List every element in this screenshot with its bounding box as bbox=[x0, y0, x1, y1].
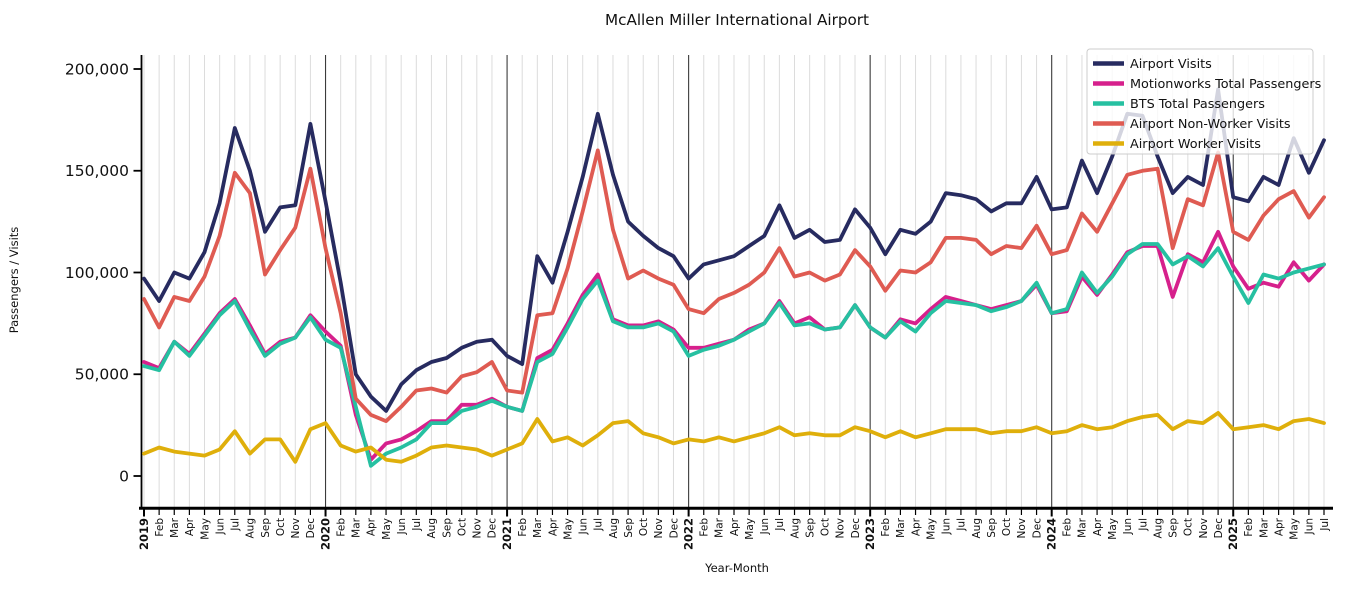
legend-label-airport-visits: Airport Visits bbox=[1130, 57, 1212, 72]
legend-label-bts-total-passengers: BTS Total Passengers bbox=[1130, 97, 1265, 112]
x-tick-label: Mar bbox=[169, 517, 181, 537]
x-tick-label: Jun bbox=[941, 518, 953, 535]
x-tick-label: Mar bbox=[714, 517, 726, 537]
x-tick-label: Aug bbox=[789, 518, 801, 539]
y-tick-label: 50,000 bbox=[75, 366, 129, 384]
x-tick-label: Dec bbox=[1213, 518, 1225, 539]
series-line-airport-non-worker-visits bbox=[142, 148, 1326, 424]
x-tick-label: Feb bbox=[699, 518, 711, 537]
x-tick-label: Oct bbox=[275, 518, 287, 536]
x-tick-label: Jun bbox=[1122, 518, 1134, 535]
y-tick-label: 200,000 bbox=[65, 60, 129, 78]
legend-label-motionworks-total-passengers: Motionworks Total Passengers bbox=[1130, 77, 1322, 92]
x-tick-label: Jun bbox=[759, 518, 771, 535]
x-tick-label: Mar bbox=[1077, 517, 1089, 537]
x-tick-label: Nov bbox=[1198, 518, 1210, 539]
x-tick-label: Feb bbox=[880, 518, 892, 537]
x-tick-label: 2019 bbox=[137, 518, 151, 550]
x-tick-label: May bbox=[562, 518, 574, 540]
x-tick-label: Dec bbox=[1031, 518, 1043, 539]
x-tick-label: May bbox=[1107, 518, 1119, 540]
x-tick-label: 2024 bbox=[1044, 518, 1058, 550]
y-tick-label: 0 bbox=[119, 467, 129, 485]
x-tick-label: May bbox=[925, 518, 937, 540]
x-tick-label: 2025 bbox=[1226, 518, 1240, 550]
x-tick-label: May bbox=[381, 518, 393, 540]
x-tick-label: Nov bbox=[472, 518, 484, 539]
x-tick-label: Apr bbox=[366, 517, 378, 536]
x-tick-label: Sep bbox=[441, 518, 453, 538]
x-tick-label: Jul bbox=[1137, 518, 1149, 532]
x-tick-label: 2020 bbox=[318, 518, 332, 550]
x-tick-label: Nov bbox=[1016, 518, 1028, 539]
x-tick-label: Jul bbox=[230, 518, 242, 532]
x-tick-label: May bbox=[744, 518, 756, 540]
x-axis-title: Year-Month bbox=[705, 561, 769, 575]
x-tick-label: Dec bbox=[487, 518, 499, 539]
x-tick-label: Nov bbox=[835, 518, 847, 539]
x-tick-label: Aug bbox=[426, 518, 438, 539]
x-tick-label: Apr bbox=[547, 517, 559, 536]
x-tick-label: Feb bbox=[1243, 518, 1255, 537]
x-tick-label: Apr bbox=[1273, 517, 1285, 536]
x-tick-label: Apr bbox=[1092, 517, 1104, 536]
x-tick-label: Aug bbox=[608, 518, 620, 539]
x-tick-label: Apr bbox=[184, 517, 196, 536]
x-tick-label: Jul bbox=[956, 518, 968, 532]
x-tick-label: Feb bbox=[154, 518, 166, 537]
x-tick-label: May bbox=[199, 518, 211, 540]
chart-title: McAllen Miller International Airport bbox=[604, 11, 869, 29]
x-tick-label: Sep bbox=[986, 518, 998, 538]
x-tick-label: Nov bbox=[653, 518, 665, 539]
x-tick-label: Jul bbox=[1319, 518, 1331, 532]
x-tick-label: Jul bbox=[593, 518, 605, 532]
series-line-airport-worker-visits bbox=[142, 410, 1326, 464]
x-tick-label: Aug bbox=[245, 518, 257, 539]
x-tick-label: Jun bbox=[578, 518, 590, 535]
x-tick-label: Sep bbox=[804, 518, 816, 538]
x-tick-label: Sep bbox=[1168, 518, 1180, 538]
x-tick-label: Jun bbox=[1304, 518, 1316, 535]
x-tick-label: Apr bbox=[910, 517, 922, 536]
x-tick-label: Jul bbox=[411, 518, 423, 532]
x-tick-label: 2021 bbox=[500, 518, 514, 550]
x-tick-label: Oct bbox=[638, 518, 650, 536]
x-tick-label: Jun bbox=[214, 518, 226, 535]
series-line-bts-total-passengers bbox=[142, 242, 1326, 468]
y-tick-label: 150,000 bbox=[65, 162, 129, 180]
x-tick-label: Dec bbox=[305, 518, 317, 539]
x-tick-label: Oct bbox=[1183, 518, 1195, 536]
x-tick-label: Sep bbox=[623, 518, 635, 538]
legend-label-airport-worker-visits: Airport Worker Visits bbox=[1130, 137, 1261, 152]
x-tick-label: Jun bbox=[396, 518, 408, 535]
x-tick-label: Oct bbox=[456, 518, 468, 536]
x-tick-label: Feb bbox=[335, 518, 347, 537]
x-tick-label: 2022 bbox=[681, 518, 695, 550]
x-tick-label: Jul bbox=[774, 518, 786, 532]
x-tick-label: Mar bbox=[351, 517, 363, 537]
x-tick-label: Dec bbox=[668, 518, 680, 539]
x-tick-label: Mar bbox=[1258, 517, 1270, 537]
x-tick-label: Dec bbox=[850, 518, 862, 539]
x-tick-label: Feb bbox=[517, 518, 529, 537]
x-tick-label: Aug bbox=[971, 518, 983, 539]
x-tick-label: May bbox=[1289, 518, 1301, 540]
x-tick-label: Oct bbox=[1001, 518, 1013, 536]
legend-label-airport-non-worker-visits: Airport Non-Worker Visits bbox=[1130, 117, 1291, 132]
x-tick-label: Sep bbox=[260, 518, 272, 538]
y-tick-label: 100,000 bbox=[65, 264, 129, 282]
x-tick-label: Feb bbox=[1062, 518, 1074, 537]
x-tick-label: Mar bbox=[532, 517, 544, 537]
x-tick-label: 2023 bbox=[863, 518, 877, 550]
x-tick-label: Apr bbox=[729, 517, 741, 536]
x-tick-label: Oct bbox=[820, 518, 832, 536]
x-tick-label: Aug bbox=[1152, 518, 1164, 539]
legend-box bbox=[1086, 48, 1314, 155]
x-tick-label: Nov bbox=[290, 518, 302, 539]
x-tick-label: Mar bbox=[895, 517, 907, 537]
